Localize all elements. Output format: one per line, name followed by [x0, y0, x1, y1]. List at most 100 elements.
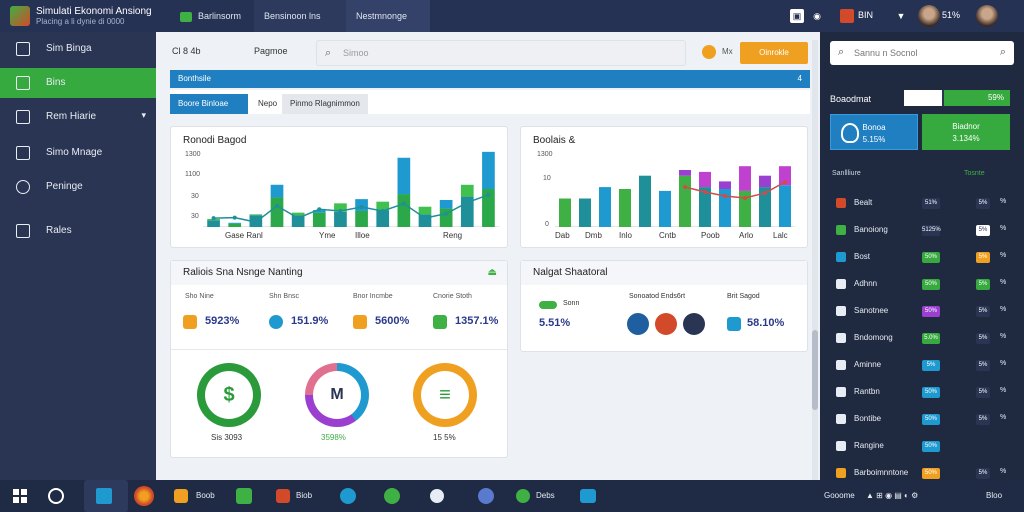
app-brand[interactable]: Simulati Ekonomi Ansiong Placing a li dy…: [6, 4, 161, 28]
taskbar-label[interactable]: Boob: [196, 491, 215, 500]
row-icon: [836, 441, 846, 451]
emblem-icon[interactable]: [655, 313, 677, 335]
y-tick: 10: [543, 175, 551, 182]
emblem-icon[interactable]: [627, 313, 649, 335]
folder-icon[interactable]: [174, 489, 188, 503]
right-box-green[interactable]: Biadnor 3.134%: [922, 114, 1010, 150]
tray-icons[interactable]: ▲ ⊞ ◉ ▤ ◐ ⚙: [866, 491, 919, 500]
windows-start-icon[interactable]: [10, 486, 30, 506]
subtab-3[interactable]: Pinmo Rlagnimmon: [282, 94, 368, 114]
bar: [559, 198, 571, 227]
bar: [355, 210, 368, 227]
box-value: 3.134%: [952, 134, 980, 143]
right-list-row[interactable]: Rangine 50%: [830, 437, 1020, 457]
right-list-row[interactable]: Bost 50% 5%%: [830, 248, 1020, 268]
chart-card-left: Ronodi Bagod 1300 1100 30 30 Gase Ranl Y…: [170, 126, 508, 248]
bar: [759, 187, 771, 227]
search-icon: ⌕: [838, 46, 845, 58]
whatsapp-icon[interactable]: [516, 489, 530, 503]
sidebar-item-sim-binga[interactable]: Sim Binga: [0, 34, 156, 64]
top-tab-label: Bensinoon lns: [264, 11, 321, 21]
chat-icon[interactable]: [48, 488, 64, 504]
row-label: Adhnn: [854, 279, 878, 288]
taskbar-app-active[interactable]: [84, 480, 128, 512]
edge-icon[interactable]: [384, 488, 400, 504]
row-label: Rantbn: [854, 387, 880, 396]
bar: [482, 189, 495, 227]
right-list-row[interactable]: Banoiong 5125% 5%%: [830, 221, 1020, 241]
top-tab-2[interactable]: Bensinoon lns: [254, 0, 346, 32]
stat-label: Shn Bnsc: [269, 293, 299, 300]
subtab-1[interactable]: Boore Binloae: [170, 94, 248, 114]
top-tab-3[interactable]: Nestmnonge: [346, 0, 430, 32]
coin-icon[interactable]: [702, 45, 716, 59]
right-search-input[interactable]: ⌕ Sannu n Socnol ⌕: [830, 41, 1014, 65]
settings-icon[interactable]: ◉: [813, 11, 821, 21]
row-percent: %: [1000, 414, 1007, 421]
bar: [270, 197, 284, 227]
row-label: Bontibe: [854, 414, 882, 423]
row-percent: %: [1000, 333, 1007, 340]
home-icon: [16, 110, 30, 124]
row-icon: [836, 252, 846, 262]
right-list-row[interactable]: Bontibe 50% 5%%: [830, 410, 1020, 430]
right-list-row[interactable]: Rantbn 50% 5%%: [830, 383, 1020, 403]
trend-point: [211, 216, 216, 221]
taskbar-label[interactable]: Biob: [296, 491, 313, 500]
main-scrollbar[interactable]: [812, 40, 818, 480]
right-list-row[interactable]: Barboimnntone 50% 5%%: [830, 464, 1020, 484]
spreadsheet-icon[interactable]: [236, 488, 252, 504]
right-list-row[interactable]: Aminne 5% 5%%: [830, 356, 1020, 376]
row-pill-2: 5%: [976, 306, 990, 317]
toolbar-btn-2[interactable]: Pagmoe: [254, 46, 288, 56]
right-list-row[interactable]: Adhnn 50% 5%%: [830, 275, 1020, 295]
flag-icon[interactable]: [840, 9, 854, 23]
row-percent: %: [1000, 387, 1007, 394]
sidebar-item-rem-hiarie[interactable]: Rem Hiarie ▾: [0, 102, 156, 132]
right-box-blue[interactable]: Bonoa 5.15%: [830, 114, 918, 150]
search-app-icon[interactable]: [430, 489, 444, 503]
gauge-label: 15 5%: [433, 433, 456, 442]
bar: [579, 198, 591, 227]
top-tab-1[interactable]: Barlinsorm: [170, 0, 254, 32]
x-tick: Illoe: [355, 231, 370, 240]
taskbar-label[interactable]: Debs: [536, 491, 555, 500]
sidebar-item-simo-mnage[interactable]: Simo Mnage: [0, 138, 156, 168]
presentation-icon[interactable]: [276, 489, 290, 503]
row-label: Sanotnee: [854, 306, 889, 315]
trend-point: [683, 185, 687, 189]
chrome-icon[interactable]: [134, 486, 154, 506]
bar: [312, 210, 326, 213]
right-list-row[interactable]: Bndomong 5.0% 5%%: [830, 329, 1020, 349]
row-pill: 5125%: [922, 225, 941, 236]
sidebar-item-rales[interactable]: Rales: [0, 216, 156, 246]
box-value: 5.15%: [862, 135, 886, 144]
mail-icon[interactable]: [580, 489, 596, 503]
user-avatar[interactable]: [918, 5, 940, 27]
sidebar-item-peninge[interactable]: Peninge: [0, 172, 156, 202]
list-header: Sanllliure: [832, 170, 861, 177]
bar: [439, 208, 453, 227]
profile-avatar[interactable]: [976, 5, 998, 27]
y-tick: 30: [191, 193, 199, 200]
window-icon[interactable]: ▣: [790, 9, 804, 23]
section-header-right[interactable]: 4: [797, 74, 802, 83]
row-icon: [836, 198, 846, 208]
trend-point: [783, 180, 787, 184]
lock-icon[interactable]: ⏏: [487, 267, 497, 278]
right-list-row[interactable]: Sanotnee 50% 5%%: [830, 302, 1020, 322]
toolbar-btn-1[interactable]: Cl 8 4b: [172, 46, 201, 56]
toolbar-search[interactable]: ⌕ Simoo: [316, 40, 686, 66]
scrollbar-thumb[interactable]: [812, 330, 818, 410]
sidebar-item-bins[interactable]: Bins: [0, 68, 156, 98]
bookmark-icon[interactable]: ▼: [896, 11, 906, 21]
toolbar-action-button[interactable]: Oinrokle: [740, 42, 808, 64]
row-pill: 50%: [922, 306, 940, 317]
subtab-2[interactable]: Nepo: [258, 99, 278, 108]
right-list-row[interactable]: Bealt 51% 5%%: [830, 194, 1020, 214]
item-label: Sonoatod Ends6rt: [629, 293, 686, 300]
browser-icon[interactable]: [340, 488, 356, 504]
globe-icon[interactable]: [478, 488, 494, 504]
emblem-icon[interactable]: [683, 313, 705, 335]
trend-point: [232, 215, 237, 220]
